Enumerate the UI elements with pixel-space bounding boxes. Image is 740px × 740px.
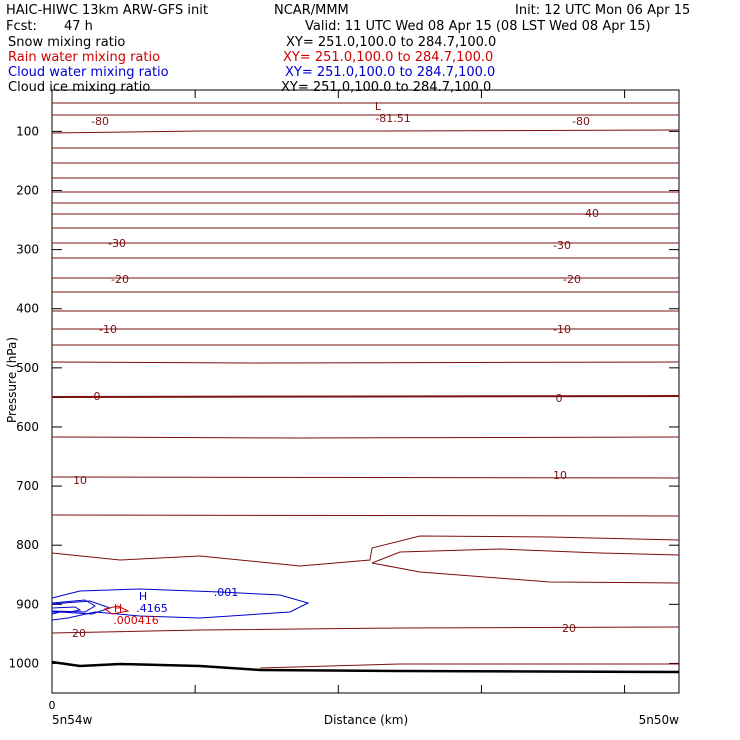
legend-snow-xy: XY= 251.0,100.0 to 284.7,100.0	[286, 35, 497, 50]
y-tick-label: 500	[16, 361, 39, 375]
temp-label: -80	[91, 115, 109, 128]
rain-water-labels: H .000416	[113, 602, 159, 627]
temperature-contours	[51, 102, 680, 669]
cloud-water-max-value: .4165	[136, 602, 168, 615]
temp-label: -40	[581, 207, 599, 220]
temp-label: 0	[556, 392, 563, 405]
forecast-hours: 47 h	[64, 19, 93, 34]
y-tick-label: 700	[16, 479, 39, 493]
plot-frame	[51, 89, 680, 694]
rain-water-contour	[103, 605, 130, 615]
temp-label: -10	[99, 323, 117, 336]
y-axis-title: Pressure (hPa)	[5, 337, 19, 423]
rain-water-max-value: .000416	[113, 614, 159, 627]
legend-cloudice-label: Cloud ice mixing ratio	[8, 80, 151, 95]
temp-label: -10	[553, 323, 571, 336]
y-tick-label: 100	[16, 124, 39, 138]
x-end-label-right: 5n50w	[639, 713, 680, 727]
surface-line	[51, 660, 680, 674]
temp-label: -20	[563, 273, 581, 286]
y-tick-label: 300	[16, 243, 39, 257]
temp-label: 20	[72, 627, 86, 640]
legend-cloudwater-label: Cloud water mixing ratio	[8, 65, 169, 80]
temp-label: L	[375, 100, 382, 113]
cloud-water-max-marker: H	[139, 590, 147, 603]
legend-rain-xy: XY= 251.0,100.0 to 284.7,100.0	[283, 50, 494, 65]
cloud-water-labels: H .4165 .001	[136, 586, 238, 615]
org-label: NCAR/MMM	[274, 3, 349, 18]
temperature-labels: -80 -81.51 L -80 -40 -30 -30 -20 -20 -10…	[72, 100, 599, 640]
temp-label: -80	[572, 115, 590, 128]
x-tick-label-0: 0	[49, 699, 56, 712]
temp-label: 20	[562, 622, 576, 635]
legend-snow-label: Snow mixing ratio	[8, 35, 126, 50]
legend-rain-label: Rain water mixing ratio	[8, 50, 161, 65]
legend-cloudwater-xy: XY= 251.0,100.0 to 284.7,100.0	[285, 65, 496, 80]
y-tick-label: 400	[16, 302, 39, 316]
y-tick-label: 600	[16, 420, 39, 434]
x-axis-title: Distance (km)	[324, 713, 408, 727]
temp-label: -30	[108, 237, 126, 250]
init-time: Init: 12 UTC Mon 06 Apr 15	[515, 3, 691, 18]
valid-time: Valid: 11 UTC Wed 08 Apr 15 (08 LST Wed …	[305, 19, 651, 34]
legend-cloudice-xy: XY= 251.0,100.0 to 284.7,100.0	[281, 80, 492, 95]
cloud-water-contour-label: .001	[214, 586, 239, 599]
temp-label: -30	[553, 239, 571, 252]
forecast-label: Fcst:	[6, 19, 37, 34]
y-tick-label: 800	[16, 538, 39, 552]
y-tick-label: 1000	[8, 656, 39, 670]
temp-label: 10	[553, 469, 567, 482]
temp-label: 0	[94, 390, 101, 403]
plot-title: HAIC-HIWC 13km ARW-GFS init	[6, 3, 208, 18]
y-tick-label: 900	[16, 597, 39, 611]
cloud-water-contours	[51, 588, 310, 621]
temp-label: -81.51	[375, 112, 410, 125]
rain-water-max-marker: H	[114, 602, 122, 615]
temp-label: 10	[73, 474, 87, 487]
temp-label: -20	[111, 273, 129, 286]
x-end-label-left: 5n54w	[52, 713, 93, 727]
y-tick-label: 200	[16, 184, 39, 198]
